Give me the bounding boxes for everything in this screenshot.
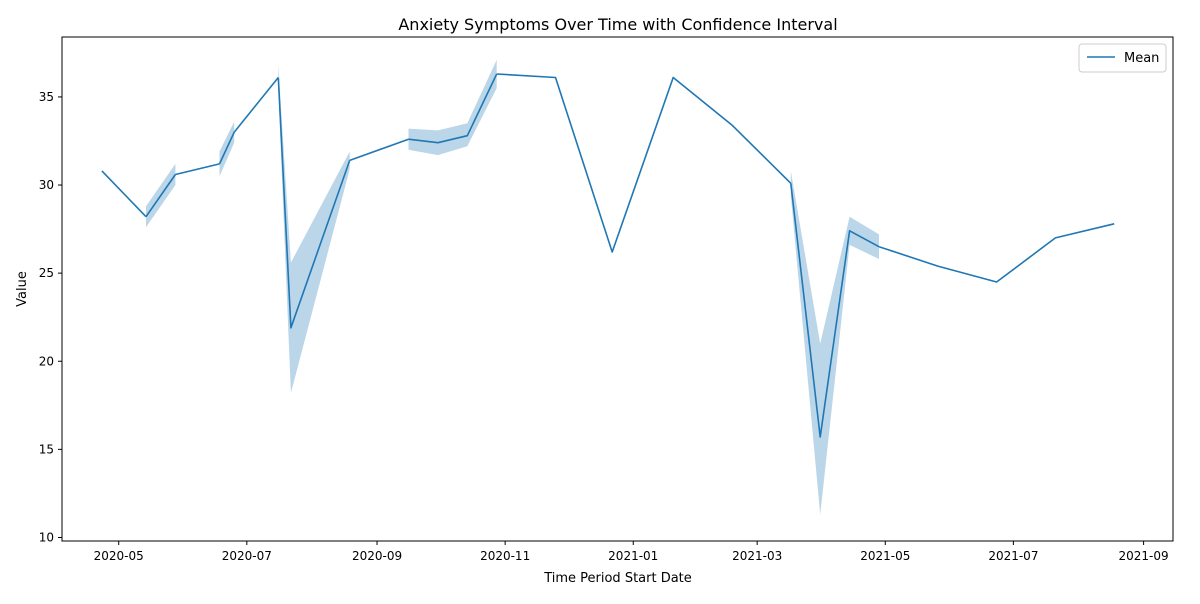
- y-tick-label: 20: [39, 354, 54, 368]
- x-tick-label: 2021-01: [608, 549, 658, 563]
- mean-line-segment-10: [878, 223, 1115, 283]
- mean-line-segment-1: [145, 174, 177, 218]
- x-axis-label: Time Period Start Date: [543, 571, 692, 586]
- mean-line-segment-5: [277, 77, 351, 329]
- confidence-bands: [146, 59, 879, 515]
- mean-line-segment-0: [101, 170, 147, 218]
- x-tick-label: 2021-07: [988, 549, 1038, 563]
- mean-line: [101, 73, 1115, 438]
- x-tick-label: 2020-09: [352, 549, 402, 563]
- confidence-band-9: [790, 170, 879, 515]
- y-tick-label: 25: [39, 266, 54, 280]
- mean-line-segment-6: [349, 138, 409, 162]
- legend-box: [1078, 43, 1167, 73]
- x-tick-label: 2021-05: [860, 549, 910, 563]
- mean-line-segment-9: [790, 183, 880, 438]
- mean-line-segment-3: [218, 131, 235, 165]
- x-axis-ticks: 2020-05 2020-07 2020-09 2020-11 2021-01 2021-…: [94, 541, 1169, 563]
- legend-label-mean: Mean: [1124, 51, 1159, 66]
- chart-title: Anxiety Symptoms Over Time with Confiden…: [398, 15, 837, 34]
- y-axis-label: Value: [15, 271, 30, 307]
- y-tick-label: 10: [39, 530, 54, 544]
- mean-line-segment-2: [175, 163, 220, 176]
- x-tick-label: 2021-09: [1119, 549, 1169, 563]
- y-tick-label: 15: [39, 442, 54, 456]
- x-tick-label: 2021-03: [732, 549, 782, 563]
- x-tick-label: 2020-11: [480, 549, 530, 563]
- mean-line-segment-4: [233, 76, 279, 133]
- x-tick-label: 2020-05: [94, 549, 144, 563]
- confidence-band-5: [278, 65, 350, 393]
- x-tick-label: 2020-07: [222, 549, 272, 563]
- legend: Mean: [1078, 43, 1167, 73]
- mean-line-segment-7: [408, 73, 498, 144]
- mean-line-segment-8: [496, 73, 792, 253]
- y-axis-ticks: 10 15 20 25 30 35: [39, 90, 62, 544]
- confidence-band-7: [408, 59, 497, 156]
- y-tick-label: 30: [39, 178, 54, 192]
- plot-area-frame: [61, 36, 1174, 542]
- y-tick-label: 35: [39, 90, 54, 104]
